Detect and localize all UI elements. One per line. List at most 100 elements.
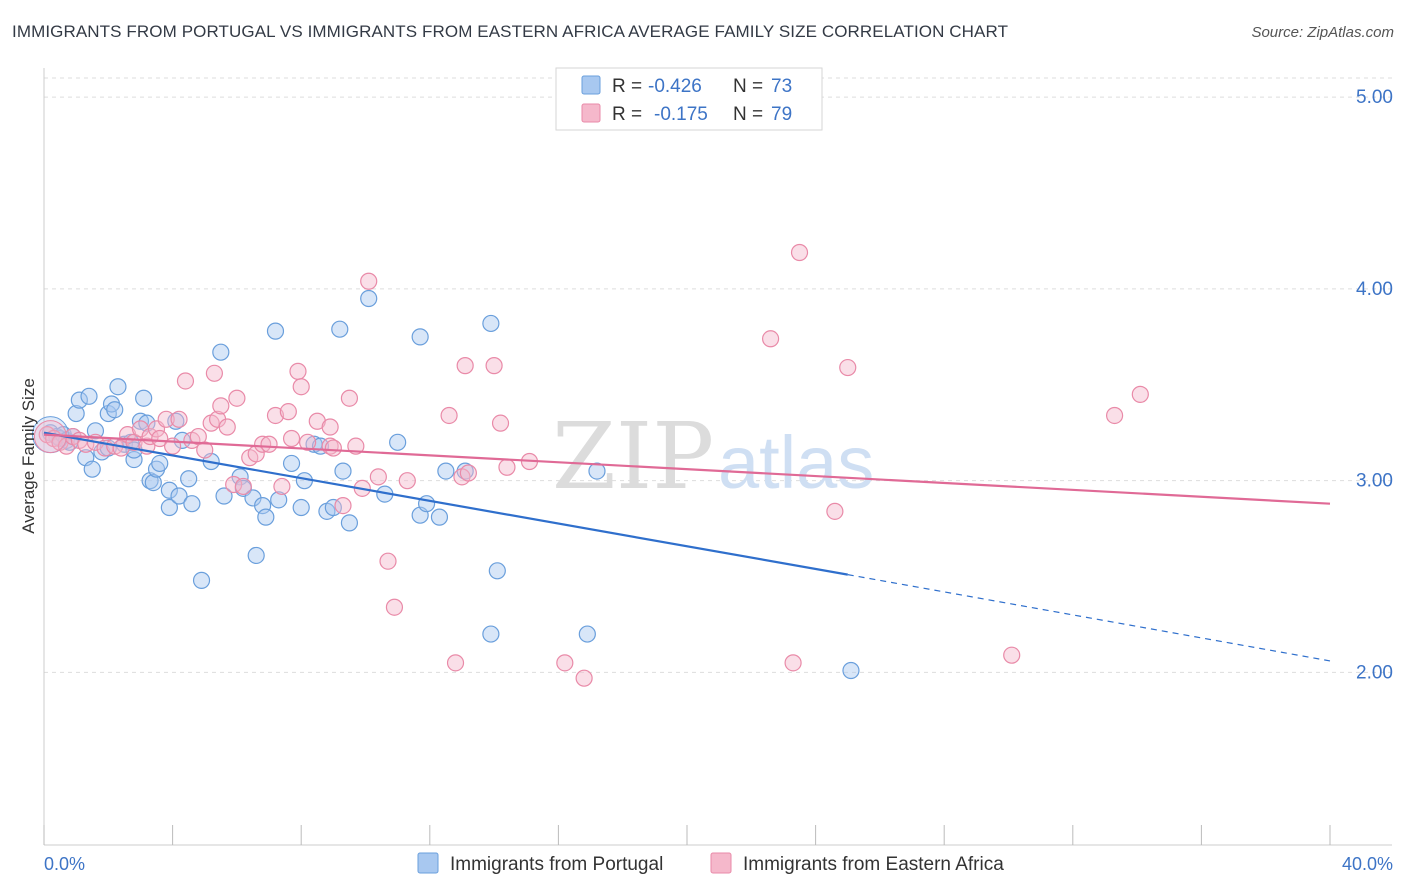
portugal-point-24 <box>135 389 153 407</box>
y-tick-label-3: 3.00 <box>1356 471 1393 492</box>
portugal-point-18 <box>109 378 127 396</box>
portugal-point-11 <box>83 460 101 478</box>
watermark-zip: ZIP <box>552 403 714 510</box>
eastern-africa-trend-line <box>43 433 1331 505</box>
x-tick-label-end: 40.0% <box>1342 854 1393 874</box>
eastern-africa-point-60 <box>456 357 474 375</box>
eastern-africa-point-61 <box>459 464 477 482</box>
eastern-africa-point-52 <box>360 272 378 290</box>
portugal-point-71 <box>578 625 596 643</box>
eastern-africa-point-39 <box>279 403 297 421</box>
portugal-point-17 <box>106 401 124 419</box>
axes: 2.00 3.00 4.00 5.00 0.0% 40.0% <box>43 68 1393 874</box>
portugal-point-56 <box>331 320 349 338</box>
portugal-point-36 <box>183 495 201 513</box>
portugal-point-47 <box>266 322 285 340</box>
portugal-trend-line <box>43 431 848 576</box>
portugal-point-8 <box>70 391 88 409</box>
legend-n-label-1: N = <box>733 76 763 97</box>
eastern-africa-point-68 <box>761 330 780 348</box>
portugal-trend-extension <box>847 574 1331 662</box>
portugal-point-37 <box>192 571 211 589</box>
eastern-africa-point-42 <box>292 378 310 396</box>
eastern-africa-point-64 <box>498 458 516 476</box>
portugal-point-44 <box>247 546 265 565</box>
portugal-point-33 <box>170 487 188 505</box>
portugal-point-27 <box>144 473 162 492</box>
legend-bottom-swatch-eastern-africa <box>710 852 732 874</box>
y-axis-label: Average Family Size <box>19 378 38 534</box>
legend-r-label-1: R = <box>612 76 642 97</box>
y-tick-label-2: 2.00 <box>1356 662 1393 683</box>
portugal-point-46 <box>257 508 275 526</box>
eastern-africa-point-45 <box>321 418 339 436</box>
grid-lines <box>44 77 1392 673</box>
source-credit: Source: ZipAtlas.com <box>1251 24 1394 41</box>
eastern-africa-point-32 <box>234 477 252 496</box>
portugal-point-30 <box>160 481 178 499</box>
portugal-point-68 <box>482 314 500 333</box>
watermark-atlas: atlas <box>718 421 874 504</box>
eastern-africa-point-43 <box>299 433 317 451</box>
legend-bottom-label-portugal: Immigrants from Portugal <box>450 854 663 875</box>
eastern-africa-point-38 <box>273 477 291 496</box>
eastern-africa-point-63 <box>491 414 510 432</box>
portugal-point-63 <box>417 495 436 513</box>
eastern-africa-point-18 <box>157 410 175 428</box>
legend-r-label-2: R = <box>612 104 642 125</box>
eastern-africa-point-49 <box>340 389 359 407</box>
eastern-africa-point-62 <box>485 357 503 375</box>
eastern-africa-point-69 <box>784 654 802 672</box>
portugal-point-58 <box>340 514 359 532</box>
portugal-point-73 <box>842 661 860 680</box>
eastern-africa-point-70 <box>790 243 809 262</box>
legend-n-label-2: N = <box>733 104 763 125</box>
portugal-point-29 <box>151 454 169 473</box>
trend-lines <box>43 431 1331 662</box>
eastern-africa-point-28 <box>212 397 230 415</box>
eastern-africa-point-26 <box>205 364 223 382</box>
portugal-point-65 <box>430 508 449 526</box>
y-tick-label-5: 5.00 <box>1356 87 1393 108</box>
portugal-point-48 <box>270 491 288 509</box>
portugal-point-35 <box>180 470 198 488</box>
eastern-africa-point-24 <box>196 441 214 459</box>
eastern-africa-point-67 <box>575 669 593 687</box>
legend-swatch-pink <box>581 103 601 123</box>
portugal-point-64 <box>411 328 429 346</box>
eastern-africa-point-56 <box>398 472 416 490</box>
series-eastern-africa-points <box>33 243 1149 687</box>
eastern-africa-point-53 <box>369 468 387 486</box>
legend-n-value-1: 73 <box>771 76 792 97</box>
legend-n-value-2: 79 <box>771 104 792 125</box>
eastern-africa-point-35 <box>254 435 272 453</box>
x-tick-label-start: 0.0% <box>44 854 85 874</box>
eastern-africa-point-40 <box>282 429 301 448</box>
eastern-africa-point-21 <box>176 372 195 390</box>
portugal-point-25 <box>138 414 156 432</box>
portugal-point-50 <box>292 498 310 517</box>
series-portugal-points <box>31 289 860 680</box>
y-tick-label-4: 4.00 <box>1356 279 1393 300</box>
legend-r-value-2: -0.175 <box>654 104 708 125</box>
portugal-point-39 <box>212 343 230 361</box>
eastern-africa-point-48 <box>334 497 352 515</box>
eastern-africa-point-31 <box>228 389 246 407</box>
portugal-point-34 <box>173 431 191 450</box>
chart-title: IMMIGRANTS FROM PORTUGAL VS IMMIGRANTS F… <box>12 22 1009 41</box>
eastern-africa-point-20 <box>170 410 188 428</box>
portugal-point-49 <box>282 454 301 473</box>
portugal-point-31 <box>160 498 178 517</box>
eastern-africa-point-72 <box>839 358 857 377</box>
eastern-africa-point-73 <box>1003 646 1021 664</box>
eastern-africa-point-55 <box>385 598 404 616</box>
eastern-africa-point-37 <box>266 406 285 425</box>
portugal-point-66 <box>437 462 455 480</box>
portugal-point-70 <box>482 625 500 643</box>
eastern-africa-point-47 <box>324 439 342 457</box>
legend-swatch-blue <box>581 75 601 95</box>
eastern-africa-point-17 <box>151 429 169 448</box>
portugal-point-69 <box>488 562 506 580</box>
portugal-point-61 <box>389 433 407 451</box>
